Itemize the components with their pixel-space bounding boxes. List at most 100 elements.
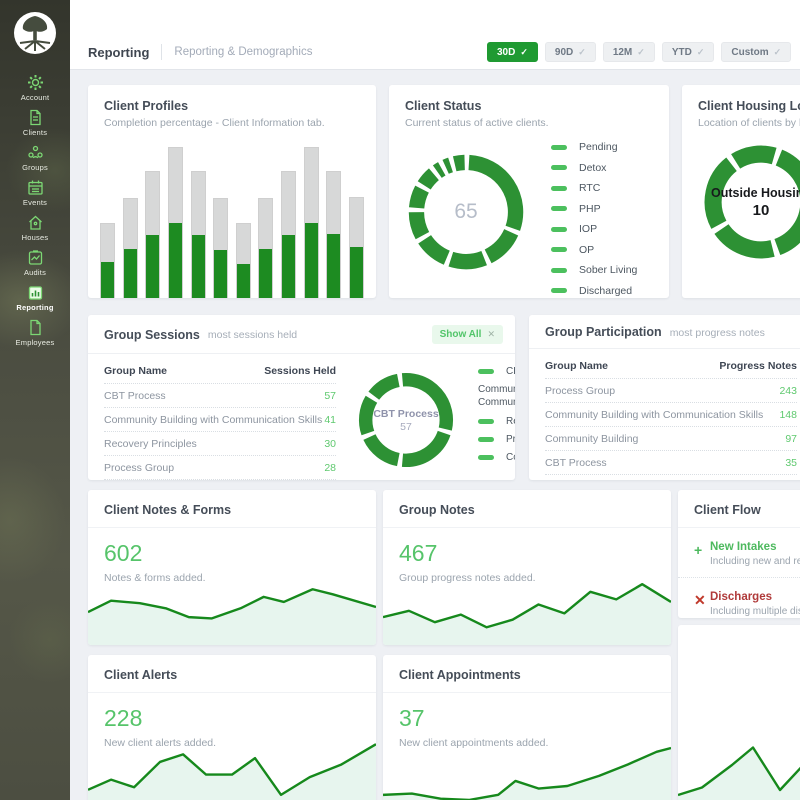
- sidebar-item-employees[interactable]: Employees: [0, 315, 70, 350]
- legend-dash-icon: [551, 185, 567, 191]
- legend-dash-icon: [551, 165, 567, 170]
- group-notes-area-chart[interactable]: [383, 569, 671, 645]
- range-button-90d[interactable]: 90D ✓: [544, 42, 596, 62]
- check-icon: ✓: [696, 46, 705, 57]
- card-client-status: Client Status Current status of active c…: [389, 85, 669, 298]
- app-logo-tree-icon[interactable]: [12, 10, 58, 56]
- show-all-button[interactable]: Show All ✕: [431, 325, 503, 344]
- client-alerts-area-chart[interactable]: [88, 729, 376, 800]
- client-appointments-area-chart[interactable]: [383, 729, 671, 800]
- sidebar-item-audits[interactable]: Audits: [0, 245, 70, 280]
- table-row: Recovery Principles 30: [104, 431, 336, 455]
- legend-item: Detox: [551, 162, 637, 174]
- client-status-donut-chart[interactable]: 65: [407, 153, 525, 271]
- legend-dash-icon: [478, 369, 494, 374]
- sidebar-item-label: Audits: [23, 268, 47, 277]
- card-title: Group Notes: [383, 490, 671, 528]
- sidebar-item-label: Clients: [22, 128, 48, 137]
- client-status-legend: Pending Detox RTC PHP IOP OP Sober Livin…: [551, 141, 637, 298]
- gear-icon: [27, 75, 43, 90]
- sidebar-item-label: Groups: [22, 163, 48, 172]
- sidebar-item-clients[interactable]: Clients: [0, 105, 70, 140]
- group-sessions-table: Group Name Sessions Held CBT Process 57 C…: [104, 358, 336, 480]
- column-header: Group Name: [104, 365, 168, 377]
- table-row: Community Building 97: [545, 426, 797, 450]
- bar-chart-icon: [28, 286, 42, 300]
- card-subtitle: Location of clients by house.: [698, 117, 800, 129]
- stat-subtitle: New client appointments added.: [399, 737, 549, 749]
- card-subtitle: Current status of active clients.: [405, 117, 549, 129]
- card-client-notes-forms: Client Notes & Forms 602 Notes & forms a…: [88, 490, 376, 645]
- legend-dash-icon: [478, 419, 494, 424]
- sidebar-item-houses[interactable]: Houses: [0, 210, 70, 245]
- stat-value: 228: [104, 705, 143, 731]
- sidebar-item-label: Reporting: [16, 303, 54, 312]
- group-sessions-legend: CBT Process Community Building with Comm…: [478, 366, 515, 480]
- sidebar-item-events[interactable]: Events: [0, 175, 70, 210]
- date-range-buttons: 30D ✓ 90D ✓ 12M ✓ YTD ✓ Custom ✓: [487, 42, 792, 62]
- legend-dash-icon: [478, 455, 494, 460]
- sidebar-item-groups[interactable]: Groups: [0, 140, 70, 175]
- topbar: Reporting Reporting & Demographics 30D ✓…: [70, 0, 800, 70]
- card-title: Client Flow: [678, 490, 800, 528]
- card-client-housing-locations: Client Housing Locations Location of cli…: [682, 85, 800, 298]
- clipboard-chart-icon: [28, 250, 42, 265]
- column-header: Sessions Held: [264, 365, 336, 377]
- new-intakes-label: New Intakes: [710, 541, 777, 553]
- new-intakes-row: + New Intakes Including new and returnin…: [678, 528, 800, 577]
- card-client-flow: Client Flow + New Intakes Including new …: [678, 490, 800, 618]
- legend-dash-icon: [551, 206, 567, 211]
- column-header: Progress Notes: [719, 360, 797, 372]
- check-icon: ✓: [637, 46, 645, 57]
- range-button-ytd[interactable]: YTD ✓: [661, 42, 715, 62]
- stat-subtitle: Group progress notes added.: [399, 572, 536, 584]
- stat-subtitle: New client alerts added.: [104, 737, 217, 749]
- card-title: Client Appointments: [383, 655, 671, 693]
- table-row: Community Building with Communication Sk…: [104, 407, 336, 431]
- table-row: CBT Process 35: [545, 450, 797, 474]
- range-button-custom[interactable]: Custom ✓: [721, 42, 792, 62]
- group-participation-table: Group Name Progress Notes Process Group 2…: [545, 353, 797, 480]
- sidebar-item-reporting[interactable]: Reporting: [0, 280, 70, 315]
- check-icon: ✓: [578, 46, 586, 57]
- table-row: Community Building with Communication Sk…: [545, 402, 797, 426]
- table-row: Process Group 28: [104, 455, 336, 479]
- legend-item: RTC: [551, 182, 637, 194]
- table-row: CBT Process 57: [104, 383, 336, 407]
- card-title: Client Profiles: [104, 99, 189, 113]
- housing-donut-chart[interactable]: Outside Housing 10: [704, 145, 800, 259]
- home-icon: [28, 215, 42, 230]
- discharges-label: Discharges: [710, 591, 773, 603]
- card-title: Group Participation: [545, 325, 662, 339]
- card-group-sessions: Group Sessions most sessions held Show A…: [88, 315, 515, 480]
- sidebar-item-account[interactable]: Account: [0, 70, 70, 105]
- legend-item: Recovery Principles: [478, 416, 515, 427]
- card-client-alerts: Client Alerts 228 New client alerts adde…: [88, 655, 376, 800]
- client-profiles-bar-chart[interactable]: [100, 147, 364, 298]
- check-icon: ✓: [520, 46, 528, 57]
- range-button-12m[interactable]: 12M ✓: [602, 42, 655, 62]
- main-area: Reporting Reporting & Demographics 30D ✓…: [70, 0, 800, 800]
- range-button-30d[interactable]: 30D ✓: [487, 42, 538, 62]
- column-header: Group Name: [545, 360, 609, 372]
- breadcrumb: Reporting Reporting & Demographics: [88, 44, 312, 60]
- legend-item: CBT Process: [478, 366, 515, 377]
- legend-item: PHP: [551, 203, 637, 215]
- client-flow-area-chart[interactable]: [678, 695, 800, 800]
- legend-item: Discharged: [551, 285, 637, 297]
- legend-item: Process Group: [478, 434, 515, 445]
- legend-dash-icon: [551, 267, 567, 273]
- discharges-subtitle: Including multiple discharges.: [710, 606, 800, 617]
- table-row: Community Building24: [104, 479, 336, 480]
- breadcrumb-divider: [161, 44, 163, 60]
- card-client-appointments: Client Appointments 37 New client appoin…: [383, 655, 671, 800]
- sidebar-item-label: Events: [22, 198, 48, 207]
- card-subtitle: most sessions held: [207, 329, 298, 341]
- card-subtitle: Completion percentage - Client Informati…: [104, 117, 325, 129]
- stat-value: 602: [104, 540, 143, 566]
- close-icon: ✕: [487, 329, 495, 339]
- breadcrumb-section[interactable]: Reporting & Demographics: [174, 46, 313, 58]
- calendar-icon: [27, 180, 43, 195]
- group-sessions-donut-chart[interactable]: CBT Process 57: [358, 372, 454, 468]
- client-notes-area-chart[interactable]: [88, 569, 376, 645]
